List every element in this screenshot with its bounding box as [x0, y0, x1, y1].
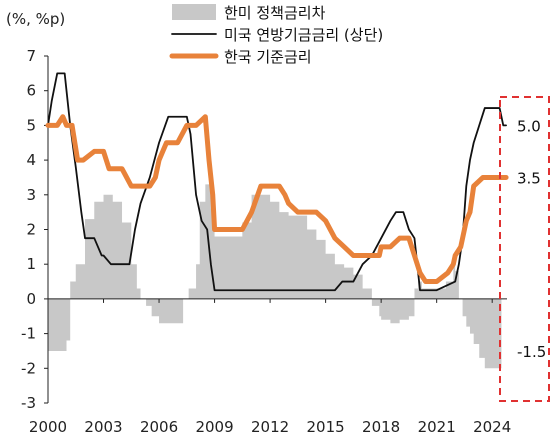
y-tick-label: 3 — [26, 186, 36, 204]
unit-label: (%, %p) — [6, 10, 65, 28]
x-tick-label: 2006 — [140, 418, 178, 436]
line-series-1 — [45, 114, 509, 285]
y-tick-label: -3 — [21, 394, 36, 412]
y-tick-label: 4 — [26, 151, 36, 169]
x-tick-label: 2015 — [307, 418, 345, 436]
end-label: 5.0 — [517, 117, 541, 135]
y-tick-label: 2 — [26, 221, 36, 239]
y-tick-label: -2 — [21, 359, 36, 377]
x-tick-label: 2000 — [29, 418, 67, 436]
x-tick-label: 2003 — [84, 418, 122, 436]
x-tick-label: 2009 — [195, 418, 233, 436]
legend-swatch-area — [172, 4, 216, 20]
y-tick-label: 6 — [26, 82, 36, 100]
y-tick-label: 7 — [26, 47, 36, 65]
area-series-0 — [48, 184, 502, 369]
x-tick-label: 2021 — [418, 418, 456, 436]
x-tick-label: 2018 — [362, 418, 400, 436]
rate-spread-area — [48, 184, 502, 369]
x-tick-label: 2012 — [251, 418, 289, 436]
legend-label: 미국 연방기금금리 (상단) — [224, 26, 383, 44]
axes: 7 6 5 4 3 2 1 0 -1 -2 -3 2000 2003 2006 2009 2012 2015 20… — [21, 47, 511, 436]
end-label: 3.5 — [517, 169, 541, 187]
highlight-box — [499, 96, 550, 402]
legend-label: 한국 기준금리 — [224, 48, 312, 66]
series-lines — [45, 72, 509, 292]
end-label: -1.5 — [517, 343, 546, 361]
y-tick-label: 1 — [26, 255, 36, 273]
legend-label: 한미 정책금리차 — [224, 4, 326, 22]
x-tick-label: 2024 — [473, 418, 511, 436]
end-labels: 5.0 3.5 -1.5 — [517, 117, 546, 361]
y-tick-label: 5 — [26, 116, 36, 134]
y-tick-label: -1 — [21, 325, 36, 343]
y-tick-label: 0 — [26, 290, 36, 308]
